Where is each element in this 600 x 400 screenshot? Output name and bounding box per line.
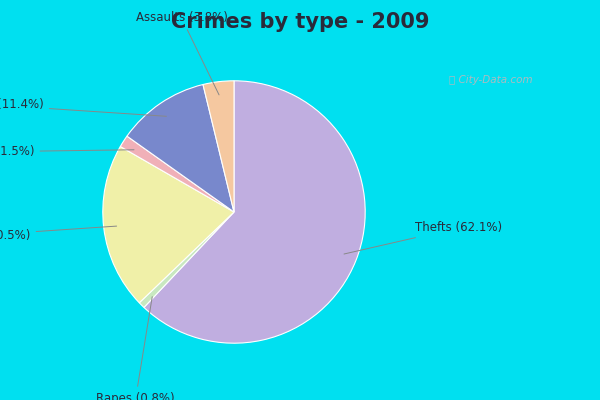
Wedge shape — [139, 212, 234, 308]
Wedge shape — [127, 84, 234, 212]
Text: Burglaries (20.5%): Burglaries (20.5%) — [0, 226, 116, 242]
Text: Crimes by type - 2009: Crimes by type - 2009 — [171, 12, 429, 32]
Text: Rapes (0.8%): Rapes (0.8%) — [97, 297, 175, 400]
Text: Auto thefts (11.4%): Auto thefts (11.4%) — [0, 98, 166, 116]
Text: Thefts (62.1%): Thefts (62.1%) — [344, 221, 502, 254]
Wedge shape — [144, 81, 365, 343]
Text: Assaults (3.8%): Assaults (3.8%) — [136, 11, 227, 95]
Wedge shape — [121, 136, 234, 212]
Text: ⓘ City-Data.com: ⓘ City-Data.com — [449, 75, 533, 85]
Text: Arson (1.5%): Arson (1.5%) — [0, 145, 134, 158]
Wedge shape — [103, 146, 234, 303]
Wedge shape — [203, 81, 234, 212]
